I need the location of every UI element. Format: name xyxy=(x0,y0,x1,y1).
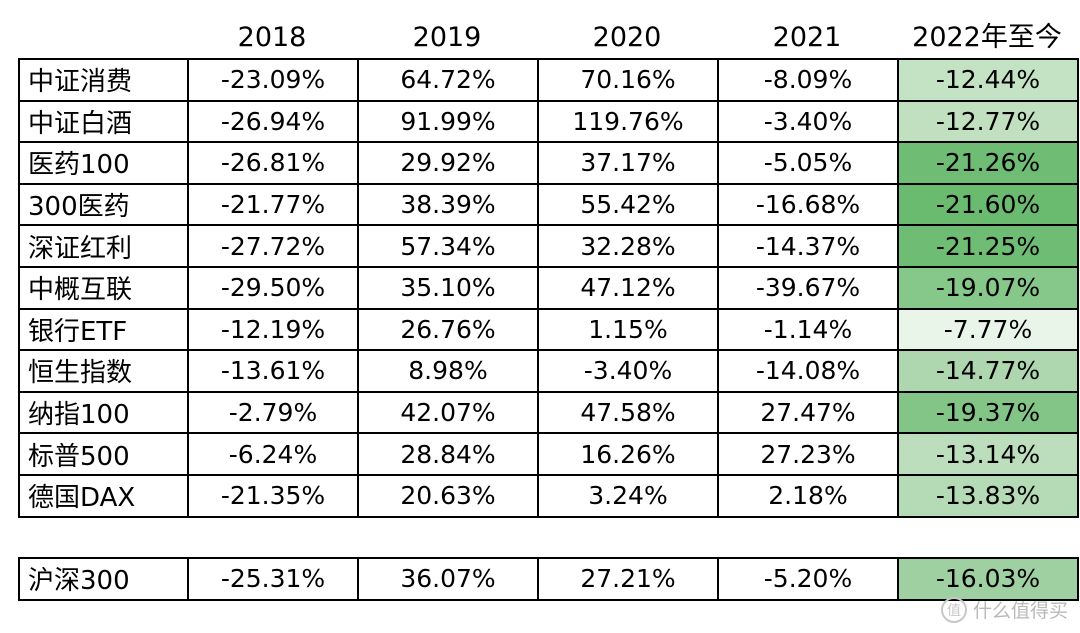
return-2021-cell: 27.47% xyxy=(717,390,899,435)
return-2020-cell: 119.76% xyxy=(537,99,719,144)
return-2021-cell: -39.67% xyxy=(717,265,899,310)
return-2020-cell: 47.58% xyxy=(537,390,719,435)
return-2019-cell: 36.07% xyxy=(357,557,539,601)
index-name-cell: 医药100 xyxy=(18,141,189,185)
header-2019: 2019 xyxy=(412,22,482,53)
return-2021-cell: -1.14% xyxy=(717,307,899,352)
return-2020-cell: 1.15% xyxy=(537,307,719,352)
return-2022-cell: -12.77% xyxy=(897,99,1079,144)
header-2020: 2020 xyxy=(592,22,662,53)
return-2019-cell: 8.98% xyxy=(357,349,539,393)
return-2020-cell: 37.17% xyxy=(537,141,719,185)
return-2021-cell: -14.37% xyxy=(717,224,899,268)
return-2022-cell: -13.83% xyxy=(897,473,1079,518)
header-2022-ytd: 2022年至今 xyxy=(912,22,1062,53)
table-row: 中证白酒 -26.94% 91.99% 119.76% -3.40% -12.77% xyxy=(18,99,1079,144)
table-row: 中证消费 -23.09% 64.72% 70.16% -8.09% -12.44% xyxy=(18,58,1079,102)
index-name-cell: 中概互联 xyxy=(18,265,189,310)
watermark-logo-icon: 值 xyxy=(940,596,967,623)
return-2021-cell: -16.68% xyxy=(717,182,899,227)
return-2020-cell: 47.12% xyxy=(537,265,719,310)
return-2020-cell: 16.26% xyxy=(537,432,719,476)
return-2021-cell: 2.18% xyxy=(717,473,899,518)
table-row: 300医药 -21.77% 38.39% 55.42% -16.68% -21.60% xyxy=(18,182,1079,227)
return-2018-cell: -25.31% xyxy=(187,557,359,601)
return-2018-cell: -21.77% xyxy=(187,182,359,227)
table-row: 深证红利 -27.72% 57.34% 32.28% -14.37% -21.25% xyxy=(18,224,1079,268)
return-2021-cell: -5.20% xyxy=(717,557,899,601)
index-name-cell: 中证白酒 xyxy=(18,99,189,144)
return-2020-cell: 3.24% xyxy=(537,473,719,518)
returns-table: 中证消费 -23.09% 64.72% 70.16% -8.09% -12.44% 中证白酒… xyxy=(18,58,1079,518)
return-2018-cell: -6.24% xyxy=(187,432,359,476)
index-name-cell: 恒生指数 xyxy=(18,349,189,393)
return-2018-cell: -23.09% xyxy=(187,58,359,102)
return-2022-cell: -13.14% xyxy=(897,432,1079,476)
index-name-cell: 银行ETF xyxy=(18,307,189,352)
table-row: 银行ETF -12.19% 26.76% 1.15% -1.14% -7.77% xyxy=(18,307,1079,352)
return-2019-cell: 20.63% xyxy=(357,473,539,518)
return-2022-cell: -21.26% xyxy=(897,141,1079,185)
return-2021-cell: -8.09% xyxy=(717,58,899,102)
return-2019-cell: 28.84% xyxy=(357,432,539,476)
table-row: 纳指100 -2.79% 42.07% 47.58% 27.47% -19.37% xyxy=(18,390,1079,435)
return-2022-cell: -12.44% xyxy=(897,58,1079,102)
return-2022-cell: -19.07% xyxy=(897,265,1079,310)
watermark: 值 什么值得买 xyxy=(940,596,1068,623)
return-2022-cell: -16.03% xyxy=(897,557,1079,601)
return-2018-cell: -13.61% xyxy=(187,349,359,393)
watermark-text: 什么值得买 xyxy=(972,600,1068,622)
return-2022-cell: -7.77% xyxy=(897,307,1079,352)
return-2020-cell: 70.16% xyxy=(537,58,719,102)
return-2019-cell: 42.07% xyxy=(357,390,539,435)
header-2021: 2021 xyxy=(772,22,842,53)
return-2018-cell: -27.72% xyxy=(187,224,359,268)
benchmark-table: 沪深300 -25.31% 36.07% 27.21% -5.20% -16.03% xyxy=(18,557,1079,601)
return-2022-cell: -21.60% xyxy=(897,182,1079,227)
table-row: 标普500 -6.24% 28.84% 16.26% 27.23% -13.14% xyxy=(18,432,1079,476)
return-2021-cell: -14.08% xyxy=(717,349,899,393)
return-2018-cell: -2.79% xyxy=(187,390,359,435)
index-name-cell: 中证消费 xyxy=(18,58,189,102)
return-2019-cell: 57.34% xyxy=(357,224,539,268)
return-2019-cell: 64.72% xyxy=(357,58,539,102)
header-2018: 2018 xyxy=(237,22,307,53)
index-name-cell: 德国DAX xyxy=(18,473,189,518)
table-row: 中概互联 -29.50% 35.10% 47.12% -39.67% -19.07% xyxy=(18,265,1079,310)
index-name-cell: 沪深300 xyxy=(18,557,189,601)
table-row: 恒生指数 -13.61% 8.98% -3.40% -14.08% -14.77% xyxy=(18,349,1079,393)
return-2018-cell: -12.19% xyxy=(187,307,359,352)
return-2021-cell: -3.40% xyxy=(717,99,899,144)
return-2019-cell: 29.92% xyxy=(357,141,539,185)
return-2019-cell: 26.76% xyxy=(357,307,539,352)
return-2020-cell: -3.40% xyxy=(537,349,719,393)
index-name-cell: 300医药 xyxy=(18,182,189,227)
return-2019-cell: 38.39% xyxy=(357,182,539,227)
return-2022-cell: -14.77% xyxy=(897,349,1079,393)
return-2022-cell: -21.25% xyxy=(897,224,1079,268)
return-2020-cell: 55.42% xyxy=(537,182,719,227)
index-name-cell: 纳指100 xyxy=(18,390,189,435)
table-row: 医药100 -26.81% 29.92% 37.17% -5.05% -21.26% xyxy=(18,141,1079,185)
return-2021-cell: -5.05% xyxy=(717,141,899,185)
benchmark-row: 沪深300 -25.31% 36.07% 27.21% -5.20% -16.03% xyxy=(18,557,1079,601)
index-name-cell: 标普500 xyxy=(18,432,189,476)
return-2019-cell: 35.10% xyxy=(357,265,539,310)
return-2019-cell: 91.99% xyxy=(357,99,539,144)
return-2021-cell: 27.23% xyxy=(717,432,899,476)
index-name-cell: 深证红利 xyxy=(18,224,189,268)
return-2018-cell: -26.94% xyxy=(187,99,359,144)
return-2018-cell: -21.35% xyxy=(187,473,359,518)
return-2020-cell: 32.28% xyxy=(537,224,719,268)
return-2020-cell: 27.21% xyxy=(537,557,719,601)
table-row: 德国DAX -21.35% 20.63% 3.24% 2.18% -13.83% xyxy=(18,473,1079,518)
return-2018-cell: -26.81% xyxy=(187,141,359,185)
return-2022-cell: -19.37% xyxy=(897,390,1079,435)
return-2018-cell: -29.50% xyxy=(187,265,359,310)
